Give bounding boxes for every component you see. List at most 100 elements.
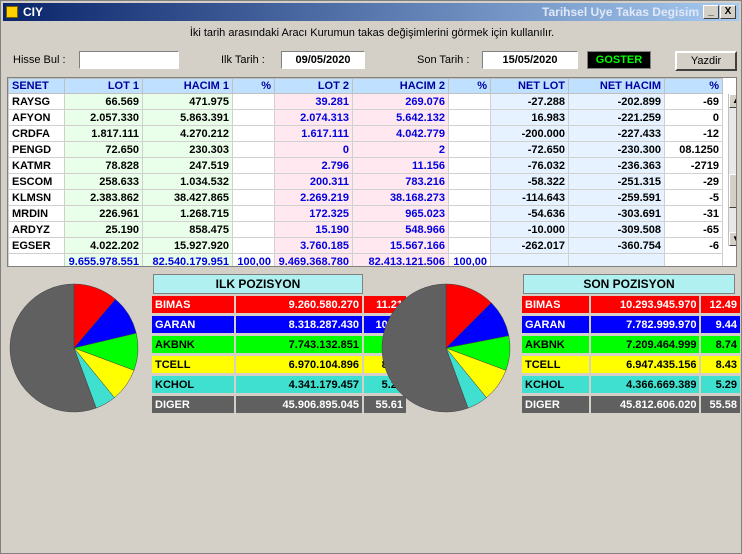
table-cell: 15.927.920 [142,237,233,254]
scroll-up-icon[interactable]: ▲ [729,94,736,108]
start-date-field[interactable]: 09/05/2020 [281,51,365,69]
column-header[interactable]: NET HACIM [568,78,665,94]
minimize-button[interactable]: _ [703,5,719,19]
table-cell: -58.322 [490,173,569,190]
total-cell: 100,00 [448,253,491,266]
table-cell: 4.022.202 [64,237,143,254]
print-button[interactable]: Yazdir [675,51,737,71]
table-cell [232,221,275,238]
column-header[interactable]: % [448,78,491,94]
table-cell: -10.000 [490,221,569,238]
holdings-grid[interactable]: SENET LOT 1 HACIM 1% LOT 2 HACIM 2% NET LOT NE… [7,77,737,267]
close-button[interactable]: X [720,5,736,19]
table-row[interactable]: KATMR 78.828 247.519 2.796 11.156 -76.032 -236… [8,157,723,174]
table-cell: 4.042.779 [352,125,449,142]
table-cell: -202.899 [568,93,665,110]
table-cell: -303.691 [568,205,665,222]
ilk-pozisyon-row: KCHOL 4.341.179.457 5.25 [151,375,407,394]
total-cell: 9.655.978.551 [64,253,143,266]
search-label: Hisse Bul : [13,54,66,66]
info-text: İki tarih arasındaki Aracı Kurumun takas… [189,27,555,39]
table-cell [448,141,491,158]
column-header[interactable]: NET LOT [490,78,569,94]
show-button[interactable]: GOSTER [587,51,651,69]
table-cell: -69 [664,93,723,110]
window-title: CIY [23,5,44,19]
stock-code-cell: ESCOM [8,173,65,190]
table-cell: -2719 [664,157,723,174]
ilk-pozisyon-name: TCELL [151,355,235,374]
table-row[interactable]: EGSER 4.022.202 15.927.920 3.760.185 15.567.… [8,237,723,254]
column-header[interactable]: LOT 2 [274,78,353,94]
son-pozisyon-percent: 8.43 [700,355,741,374]
table-row[interactable]: AFYON 2.057.330 5.863.391 2.074.313 5.642.13… [8,109,723,126]
ilk-pozisyon-name: KCHOL [151,375,235,394]
ilk-pozisyon-value: 9.260.580.270 [235,295,363,314]
table-row[interactable]: KLMSN 2.383.862 38.427.865 2.269.219 38.168.… [8,189,723,206]
table-row[interactable]: ESCOM 258.633 1.034.532 200.311 783.216 -58.3… [8,173,723,190]
table-cell: 965.023 [352,205,449,222]
column-header[interactable]: HACIM 2 [352,78,449,94]
son-pozisyon-value: 45.812.606.020 [590,395,701,414]
table-row[interactable]: CRDFA 1.817.111 4.270.212 1.617.111 4.042.77… [8,125,723,142]
column-header[interactable]: % [664,78,723,94]
table-cell: -12 [664,125,723,142]
title-bar[interactable]: CIY Tarihsel Uye Takas Degisim _ X [3,3,739,21]
table-cell: -262.017 [490,237,569,254]
scroll-down-icon[interactable]: ▼ [729,232,736,246]
table-cell [232,157,275,174]
table-cell: 1.617.111 [274,125,353,142]
table-cell: 0 [664,109,723,126]
son-pozisyon-name: BIMAS [521,295,591,314]
son-pozisyon-name: AKBNK [521,335,591,354]
son-pozisyon-value: 7.209.464.999 [590,335,701,354]
stock-code-cell: PENGD [8,141,65,158]
column-header[interactable]: LOT 1 [64,78,143,94]
table-cell [232,141,275,158]
son-pozisyon-name: KCHOL [521,375,591,394]
son-pozisyon-pie-chart [381,283,511,413]
table-cell: 1.268.715 [142,205,233,222]
table-row[interactable]: MRDIN 226.961 1.268.715 172.325 965.023 -54.6… [8,205,723,222]
table-cell: -251.315 [568,173,665,190]
column-header[interactable]: HACIM 1 [142,78,233,94]
table-row[interactable]: ARDYZ 25.190 858.475 15.190 548.966 -10.000 -3… [8,221,723,238]
table-cell: 783.216 [352,173,449,190]
table-row[interactable]: RAYSG 66.569 471.975 39.281 269.076 -27.288 -2… [8,93,723,110]
son-pozisyon-title: SON POZISYON [523,274,735,294]
table-cell: 258.633 [64,173,143,190]
table-cell [232,109,275,126]
son-pozisyon-name: GARAN [521,315,591,334]
total-cell: 82.413.121.506 [352,253,449,266]
totals-row: 9.655.978.551 82.540.179.951 100,00 9.469.3… [8,253,723,266]
table-cell [232,173,275,190]
table-cell: 5.863.391 [142,109,233,126]
table-cell: 66.569 [64,93,143,110]
column-header[interactable]: SENET [8,78,65,94]
stock-code-cell: KATMR [8,157,65,174]
total-cell [490,253,569,266]
table-cell: -72.650 [490,141,569,158]
scroll-thumb[interactable] [729,174,736,208]
search-input[interactable] [79,51,179,69]
app-icon [6,6,18,18]
table-cell [448,221,491,238]
table-cell: -227.433 [568,125,665,142]
end-date-label: Son Tarih : [417,54,470,66]
table-cell [448,125,491,142]
son-pozisyon-value: 10.293.945.970 [590,295,701,314]
table-row[interactable]: PENGD 72.650 230.303 0 2 -72.650 -230.300 08.12… [8,141,723,158]
son-pozisyon-row: TCELL 6.947.435.156 8.43 [521,355,741,374]
table-cell [232,205,275,222]
son-pozisyon-percent: 55.58 [700,395,741,414]
column-header[interactable]: % [232,78,275,94]
table-cell: 4.270.212 [142,125,233,142]
pie-slice-diger [381,283,469,413]
ilk-pozisyon-name: GARAN [151,315,235,334]
end-date-field[interactable]: 15/05/2020 [482,51,578,69]
total-cell [8,253,65,266]
vertical-scrollbar[interactable]: ▲ ▼ [728,94,736,246]
table-cell [232,93,275,110]
